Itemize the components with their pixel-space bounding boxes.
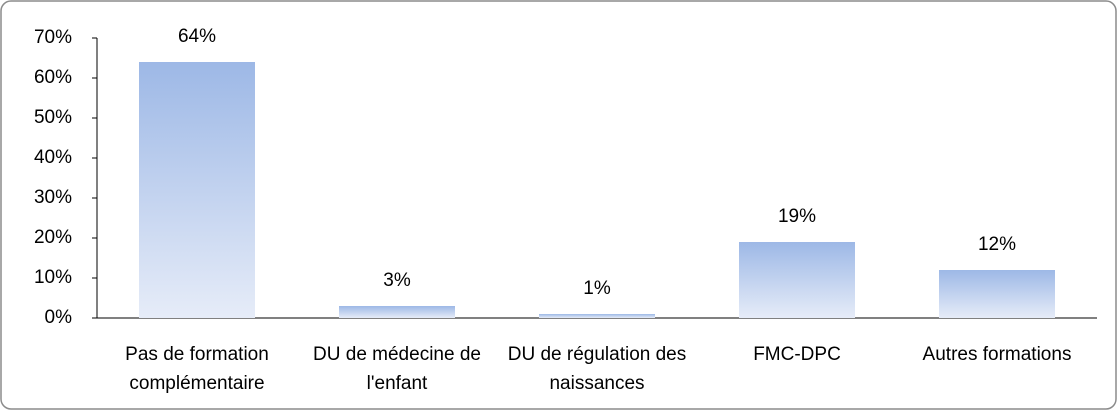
y-tick-label: 40% xyxy=(34,147,72,168)
data-label: 3% xyxy=(383,270,411,291)
y-tick-label: 0% xyxy=(45,307,73,328)
data-label: 64% xyxy=(178,26,216,47)
bar xyxy=(339,306,455,318)
data-label: 1% xyxy=(583,278,611,299)
bar xyxy=(939,270,1055,318)
bar xyxy=(739,242,855,318)
y-tick-label: 50% xyxy=(34,107,72,128)
x-tick-label: DU de régulation des naissances xyxy=(507,344,687,394)
y-tick-label: 30% xyxy=(34,187,72,208)
y-tick-label: 10% xyxy=(34,267,72,288)
bar xyxy=(539,314,655,318)
x-tick-label: DU de médecine de l'enfant xyxy=(313,344,481,394)
y-tick-label: 20% xyxy=(34,227,72,248)
bar xyxy=(139,62,255,318)
data-label: 19% xyxy=(778,206,816,227)
data-label: 12% xyxy=(978,234,1016,255)
x-tick-label: Pas de formation complémentaire xyxy=(125,344,269,394)
x-tick-label: Autres formations xyxy=(922,344,1072,365)
x-tick-label: FMC-DPC xyxy=(753,344,841,365)
y-tick-label: 70% xyxy=(34,27,72,48)
y-tick-label: 60% xyxy=(34,67,72,88)
